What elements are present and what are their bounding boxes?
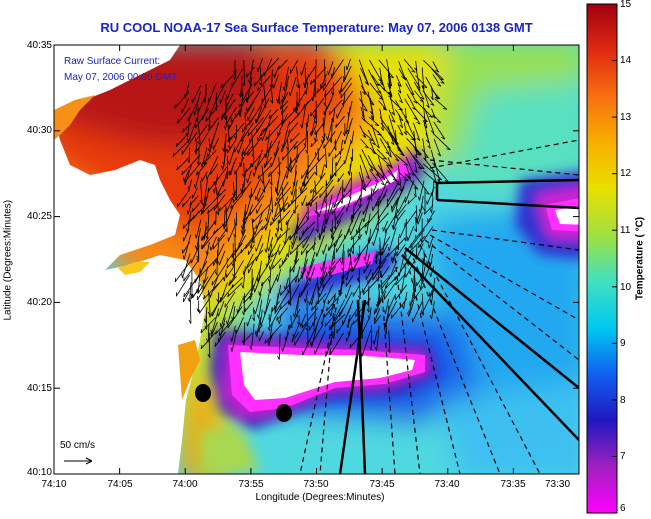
colorbar-tick-label: 9 — [620, 338, 626, 349]
scale-arrow — [64, 457, 93, 465]
lon-tick-label: 73:50 — [303, 479, 329, 490]
colorbar-tick-label: 8 — [620, 395, 626, 406]
legend-current-label: Raw Surface Current: — [64, 56, 161, 67]
x-axis-title: Longitude (Degrees:Minutes) — [255, 492, 385, 503]
lon-tick-label: 74:00 — [172, 479, 198, 490]
colorbar-tick-label: 15 — [620, 0, 632, 10]
lon-tick-label: 73:30 — [545, 479, 571, 490]
station-marker — [276, 404, 292, 422]
lat-tick-label: 40:25 — [26, 211, 52, 222]
lat-tick-label: 40:30 — [26, 125, 52, 136]
lon-tick-label: 74:10 — [41, 479, 67, 490]
colorbar-tick-label: 11 — [620, 225, 631, 236]
axis-ticks — [53, 44, 580, 475]
colorbar-title: Temperature ( °C) — [634, 216, 646, 301]
lon-tick-label: 73:40 — [434, 479, 460, 490]
map-title: RU COOL NOAA-17 Sea Surface Temperature:… — [100, 20, 533, 35]
colorbar — [586, 3, 618, 514]
lat-tick-label: 40:20 — [26, 297, 52, 308]
station-marker — [195, 384, 211, 402]
colorbar-tick-label: 13 — [620, 112, 632, 123]
legend-current-date: May 07, 2006 00:00 GMT — [64, 72, 178, 83]
colorbar-tick-label: 6 — [620, 503, 626, 514]
colorbar-ticks — [612, 3, 617, 514]
current-vectors — [172, 57, 451, 360]
colorbar-tick-label: 12 — [620, 168, 632, 179]
lat-tick-label: 40:15 — [26, 383, 52, 394]
lon-tick-label: 73:35 — [500, 479, 526, 490]
colorbar-tick-label: 14 — [620, 55, 632, 66]
lat-tick-label: 40:35 — [26, 40, 52, 51]
y-axis-title: Latitude (Degrees:Minutes) — [2, 199, 14, 321]
lon-tick-label: 73:45 — [369, 479, 395, 490]
radar-beams — [299, 139, 579, 474]
lon-tick-label: 74:05 — [107, 479, 133, 490]
lat-tick-label: 40:10 — [26, 467, 52, 478]
colorbar-tick-label: 10 — [620, 282, 632, 293]
land-mass — [54, 45, 205, 474]
scale-label: 50 cm/s — [60, 440, 96, 451]
colorbar-tick-label: 7 — [620, 451, 626, 462]
lon-tick-label: 73:55 — [238, 479, 264, 490]
